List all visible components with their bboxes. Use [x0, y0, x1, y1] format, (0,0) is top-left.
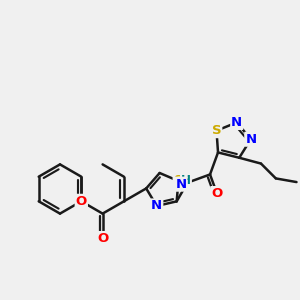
Text: N: N	[245, 133, 256, 146]
Text: O: O	[211, 187, 223, 200]
Text: N: N	[175, 178, 186, 191]
Text: H: H	[181, 174, 191, 187]
Text: S: S	[174, 175, 183, 188]
Text: N: N	[151, 200, 162, 212]
Text: S: S	[212, 124, 221, 137]
Text: O: O	[76, 195, 87, 208]
Text: N: N	[231, 116, 242, 129]
Text: O: O	[97, 232, 108, 245]
